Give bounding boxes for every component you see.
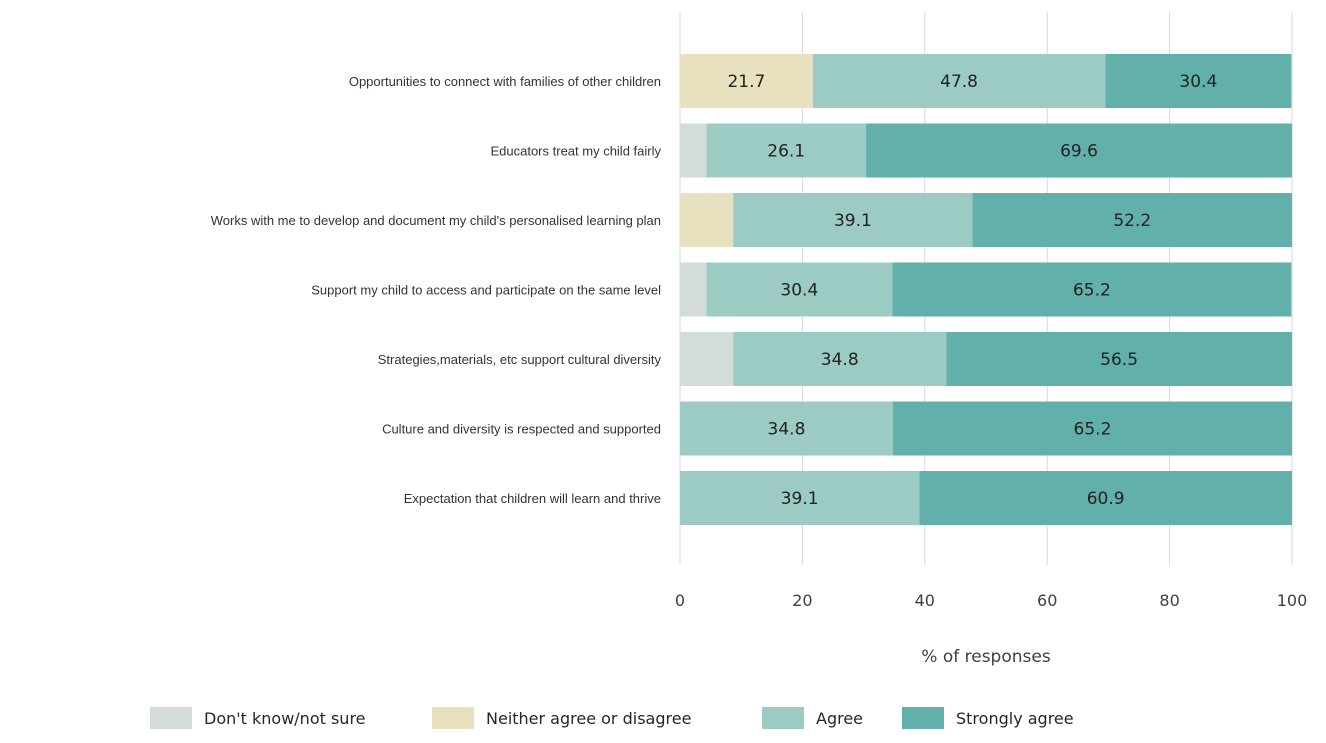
legend-item: Don't know/not sure bbox=[150, 707, 366, 729]
category-label: Educators treat my child fairly bbox=[490, 144, 661, 159]
bar-segment bbox=[680, 193, 734, 247]
bar-segment bbox=[680, 471, 920, 525]
legend: Don't know/not sure Neither agree or disa… bbox=[150, 707, 1074, 729]
bar-segment bbox=[680, 401, 893, 456]
x-tick-label: 80 bbox=[1159, 591, 1179, 610]
data-label: 30.4 bbox=[780, 281, 818, 301]
data-label: 69.6 bbox=[1060, 142, 1098, 162]
bar-segment bbox=[866, 123, 1292, 178]
category-label: Culture and diversity is respected and s… bbox=[382, 422, 661, 437]
bar-segment bbox=[919, 471, 1292, 525]
bar-segment bbox=[812, 54, 1106, 108]
data-label: 26.1 bbox=[767, 142, 805, 162]
bar-segment bbox=[733, 193, 973, 247]
data-label: 34.8 bbox=[768, 420, 806, 440]
legend-item: Strongly agree bbox=[902, 707, 1074, 729]
legend-label: Don't know/not sure bbox=[204, 709, 366, 728]
legend-swatch bbox=[150, 707, 192, 729]
category-label: Opportunities to connect with families o… bbox=[349, 74, 661, 89]
data-label: 39.1 bbox=[834, 211, 872, 231]
legend-label: Agree bbox=[816, 709, 863, 728]
bar-segment bbox=[892, 401, 1292, 456]
legend-swatch bbox=[432, 707, 474, 729]
bar-segment bbox=[680, 332, 734, 386]
data-label: 21.7 bbox=[727, 72, 765, 92]
data-label: 34.8 bbox=[821, 350, 859, 370]
bar-segment bbox=[680, 123, 707, 178]
x-tick-label: 20 bbox=[792, 591, 812, 610]
data-label: 39.1 bbox=[781, 489, 819, 509]
data-label: 65.2 bbox=[1074, 420, 1112, 440]
x-tick-labels: 0 20 40 60 80 100 bbox=[675, 591, 1307, 610]
x-tick-label: 100 bbox=[1277, 591, 1308, 610]
category-label: Works with me to develop and document my… bbox=[211, 213, 661, 228]
legend-item: Neither agree or disagree bbox=[432, 707, 691, 729]
bar-segment bbox=[1105, 54, 1292, 108]
legend-label: Neither agree or disagree bbox=[486, 709, 691, 728]
x-tick-label: 40 bbox=[915, 591, 935, 610]
bar-segment bbox=[706, 123, 867, 178]
data-label: 52.2 bbox=[1113, 211, 1151, 231]
bar-segment bbox=[680, 54, 813, 108]
legend-item: Agree bbox=[762, 707, 863, 729]
bar-segment bbox=[946, 332, 1292, 386]
category-labels: Opportunities to connect with families o… bbox=[211, 74, 662, 506]
x-tick-label: 60 bbox=[1037, 591, 1057, 610]
bars: 21.7 47.8 30.4 26.1 69.6 39.1 52.2 30.4 65.2 34.8… bbox=[680, 54, 1292, 525]
legend-swatch bbox=[902, 707, 944, 729]
x-axis-title: % of responses bbox=[921, 647, 1051, 667]
data-label: 47.8 bbox=[940, 72, 978, 92]
category-label: Strategies,materials, etc support cultur… bbox=[378, 352, 662, 367]
bar-segment bbox=[972, 193, 1292, 247]
legend-label: Strongly agree bbox=[956, 709, 1074, 728]
bar-segment bbox=[680, 262, 707, 317]
legend-swatch bbox=[762, 707, 804, 729]
category-label: Expectation that children will learn and… bbox=[404, 491, 661, 506]
x-tick-label: 0 bbox=[675, 591, 685, 610]
data-label: 65.2 bbox=[1073, 281, 1111, 301]
bar-segment bbox=[733, 332, 947, 386]
data-label: 30.4 bbox=[1179, 72, 1217, 92]
data-label: 56.5 bbox=[1100, 350, 1138, 370]
category-label: Support my child to access and participa… bbox=[311, 283, 661, 298]
bar-segment bbox=[706, 262, 893, 317]
data-label: 60.9 bbox=[1087, 489, 1125, 509]
bar-segment bbox=[892, 262, 1292, 317]
